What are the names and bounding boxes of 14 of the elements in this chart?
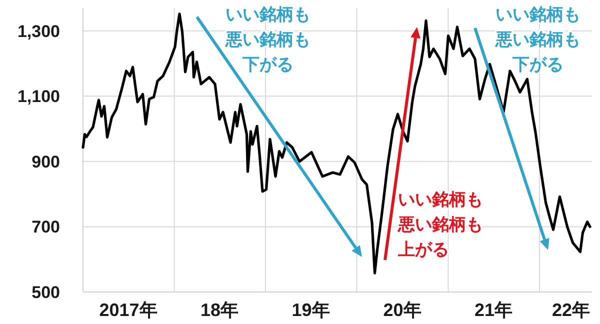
annotation: いい銘柄も悪い銘柄も下がる <box>224 5 310 74</box>
y-tick-label: 1,100 <box>17 87 60 106</box>
y-tick-label: 700 <box>32 218 60 237</box>
x-tick-label: 19年 <box>292 300 330 320</box>
x-tick-label: 21年 <box>474 300 513 320</box>
annotation: いい銘柄も悪い銘柄も上がる <box>397 190 483 259</box>
x-tick-label: 22年 <box>552 300 590 320</box>
annotation: いい銘柄も悪い銘柄も下がる <box>494 5 580 74</box>
x-tick-label: 2017年 <box>99 300 158 320</box>
x-tick-label: 18年 <box>200 300 239 320</box>
x-tick-label: 20年 <box>383 300 422 320</box>
y-tick-label: 900 <box>32 152 60 172</box>
y-tick-label: 500 <box>32 283 60 302</box>
y-tick-label: 1,300 <box>17 22 60 41</box>
